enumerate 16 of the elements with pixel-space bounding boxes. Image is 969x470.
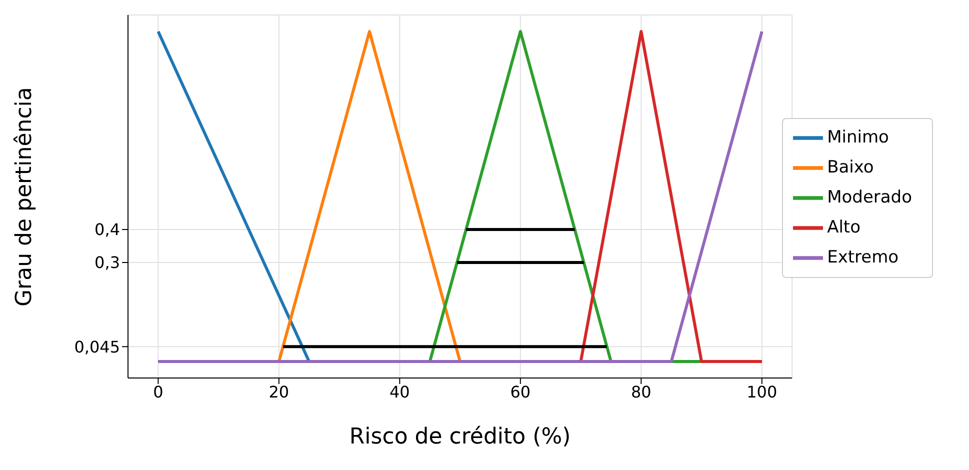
x-tick-label: 0 — [153, 382, 164, 402]
x-tick-label: 20 — [268, 382, 290, 402]
y-tick-label: 0,3 — [94, 253, 120, 272]
y-tick-label: 0,045 — [74, 337, 120, 356]
x-tick-label: 40 — [389, 382, 410, 402]
x-tick-label: 80 — [630, 382, 652, 402]
legend-label: Baixo — [827, 158, 874, 178]
y-axis-title: Grau de pertinência — [12, 87, 37, 306]
legend-label: Alto — [827, 218, 860, 238]
x-tick-label: 60 — [510, 382, 531, 402]
legend-label: Minimo — [827, 128, 889, 148]
legend-label: Moderado — [827, 188, 912, 208]
legend-label: Extremo — [827, 248, 899, 268]
y-tick-label: 0,4 — [94, 220, 120, 240]
x-axis-title: Risco de crédito (%) — [349, 424, 571, 450]
x-tick-label: 100 — [746, 382, 778, 402]
